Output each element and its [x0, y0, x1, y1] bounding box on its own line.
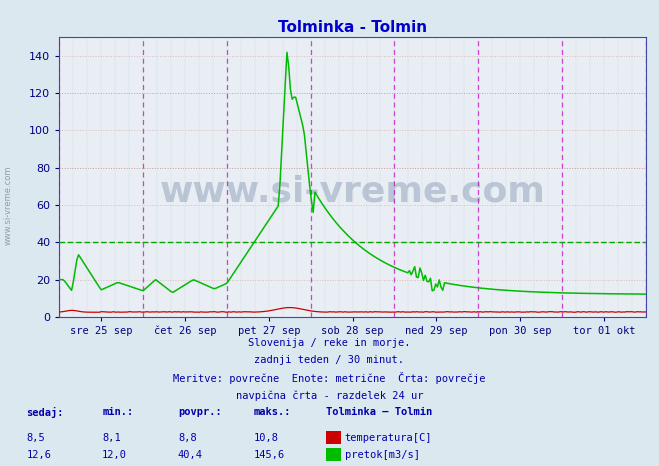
Text: www.si-vreme.com: www.si-vreme.com [159, 174, 546, 208]
Text: 8,1: 8,1 [102, 433, 121, 443]
Text: 40,4: 40,4 [178, 450, 203, 460]
Text: sedaj:: sedaj: [26, 407, 64, 418]
Text: min.:: min.: [102, 407, 133, 418]
Text: maks.:: maks.: [254, 407, 291, 418]
Text: 12,0: 12,0 [102, 450, 127, 460]
Title: Tolminka - Tolmin: Tolminka - Tolmin [278, 20, 427, 35]
Text: pretok[m3/s]: pretok[m3/s] [345, 450, 420, 460]
Text: 145,6: 145,6 [254, 450, 285, 460]
Text: povpr.:: povpr.: [178, 407, 221, 418]
Text: temperatura[C]: temperatura[C] [345, 433, 432, 443]
Text: navpična črta - razdelek 24 ur: navpična črta - razdelek 24 ur [236, 391, 423, 401]
Text: 8,8: 8,8 [178, 433, 196, 443]
Text: 12,6: 12,6 [26, 450, 51, 460]
Text: 10,8: 10,8 [254, 433, 279, 443]
Text: Tolminka – Tolmin: Tolminka – Tolmin [326, 407, 432, 418]
Text: Slovenija / reke in morje.: Slovenija / reke in morje. [248, 337, 411, 348]
Text: Meritve: povrečne  Enote: metrične  Črta: povrečje: Meritve: povrečne Enote: metrične Črta: … [173, 372, 486, 384]
Text: 8,5: 8,5 [26, 433, 45, 443]
Text: www.si-vreme.com: www.si-vreme.com [4, 165, 13, 245]
Text: zadnji teden / 30 minut.: zadnji teden / 30 minut. [254, 355, 405, 365]
